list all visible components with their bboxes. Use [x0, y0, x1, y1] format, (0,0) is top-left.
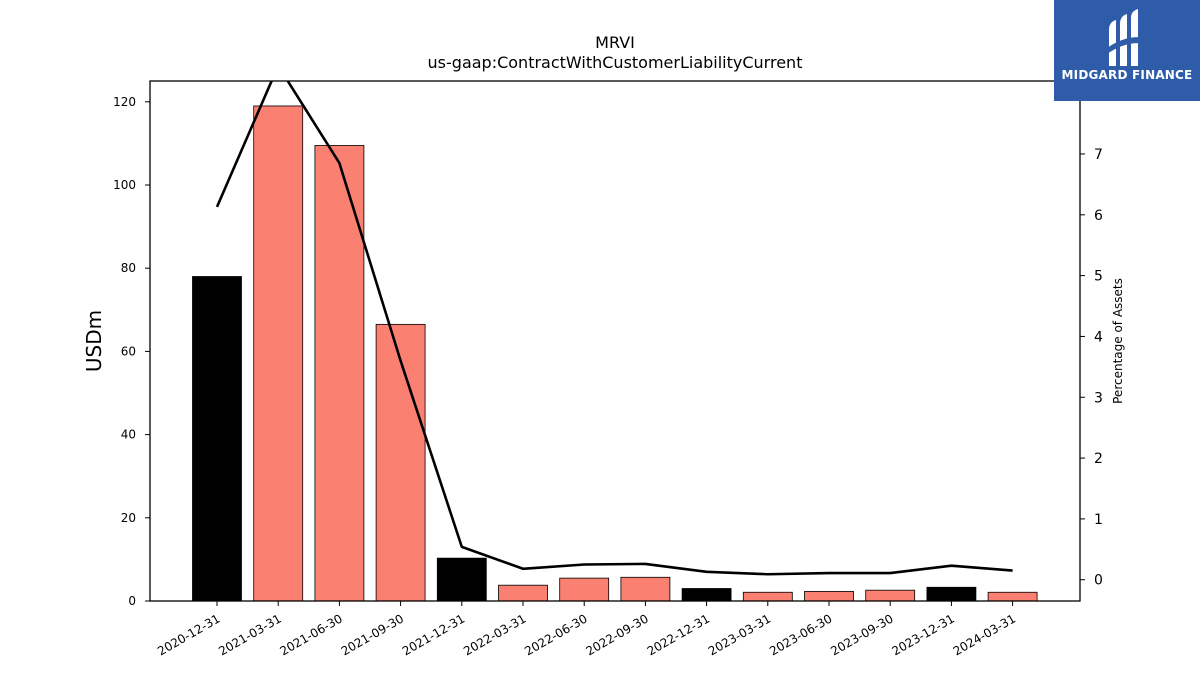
x-tick-label: 2022-06-30: [522, 611, 589, 658]
x-tick-label: 2022-09-30: [583, 611, 650, 658]
x-tick-label: 2024-03-31: [951, 611, 1018, 658]
y2-tick-label: 7: [1094, 147, 1103, 163]
y2-tick-label: 3: [1094, 390, 1103, 406]
bar-2021-12-31: [436, 557, 487, 602]
x-tick-label: 2023-03-31: [706, 611, 773, 658]
y2-axis-ticks: 0 1 2 3 4 5 6 7: [1080, 147, 1103, 589]
y-tick-label: 60: [121, 344, 136, 358]
x-tick-label: 2023-09-30: [828, 611, 895, 658]
bar-2022-12-31: [681, 588, 732, 602]
bar-2021-06-30: [314, 145, 365, 602]
x-tick-label: 2022-12-31: [645, 611, 712, 658]
y-tick-label: 40: [121, 428, 136, 442]
y-tick-label: 100: [113, 178, 136, 192]
x-tick-label: 2022-03-31: [461, 611, 528, 658]
bar-2021-09-30: [375, 323, 426, 602]
logo-mark-icon: [1107, 9, 1147, 66]
logo-text: MIDGARD FINANCE: [1061, 68, 1193, 82]
x-tick-label: 2023-12-31: [889, 611, 956, 658]
x-tick-label: 2020-12-31: [155, 611, 222, 658]
bar-2022-06-30: [559, 577, 610, 602]
x-tick-label: 2021-12-31: [400, 611, 467, 658]
y-tick-label: 120: [113, 95, 136, 109]
bar-2023-06-30: [804, 591, 854, 602]
bar-2024-03-31: [987, 591, 1038, 602]
y2-axis-label: Percentage of Assets: [1111, 278, 1125, 404]
bar-2020-12-31: [192, 276, 242, 602]
plot-frame: [149, 80, 1081, 602]
y2-tick-label: 6: [1094, 208, 1103, 224]
bar-2022-03-31: [498, 584, 548, 602]
y-tick-label: 20: [121, 511, 136, 525]
y-tick-label: 0: [128, 594, 136, 608]
x-tick-label: 2021-09-30: [339, 611, 406, 658]
y2-tick-label: 4: [1094, 329, 1103, 345]
x-tick-label: 2021-06-30: [277, 611, 344, 658]
bar-2023-12-31: [926, 586, 977, 602]
bar-series: [192, 105, 1038, 602]
y2-tick-label: 1: [1094, 512, 1103, 528]
bar-2023-03-31: [742, 591, 793, 602]
bar-2021-03-31: [253, 105, 304, 602]
bar-2023-09-30: [865, 589, 916, 602]
x-tick-label: 2021-03-31: [216, 611, 283, 658]
bar-2022-09-30: [620, 576, 671, 602]
y-tick-label: 80: [121, 261, 136, 275]
y-axis-label: USDm: [82, 310, 106, 372]
y2-tick-label: 5: [1094, 269, 1103, 285]
chart-title: MRVI: [595, 33, 635, 52]
y2-tick-label: 2: [1094, 451, 1103, 467]
percentage-line-series: [215, 81, 1013, 576]
x-tick-label: 2023-06-30: [767, 611, 834, 658]
brand-logo: MIDGARD FINANCE: [1054, 0, 1200, 101]
chart-subtitle: us-gaap:ContractWithCustomerLiabilityCur…: [428, 53, 803, 72]
percentage-line: [215, 81, 1013, 576]
y2-tick-label: 0: [1094, 573, 1103, 589]
x-axis-ticks: 2020-12-312021-03-312021-06-302021-09-30…: [155, 601, 1018, 658]
y-axis-ticks: 0 20 40 60 80 100 120: [113, 95, 150, 608]
